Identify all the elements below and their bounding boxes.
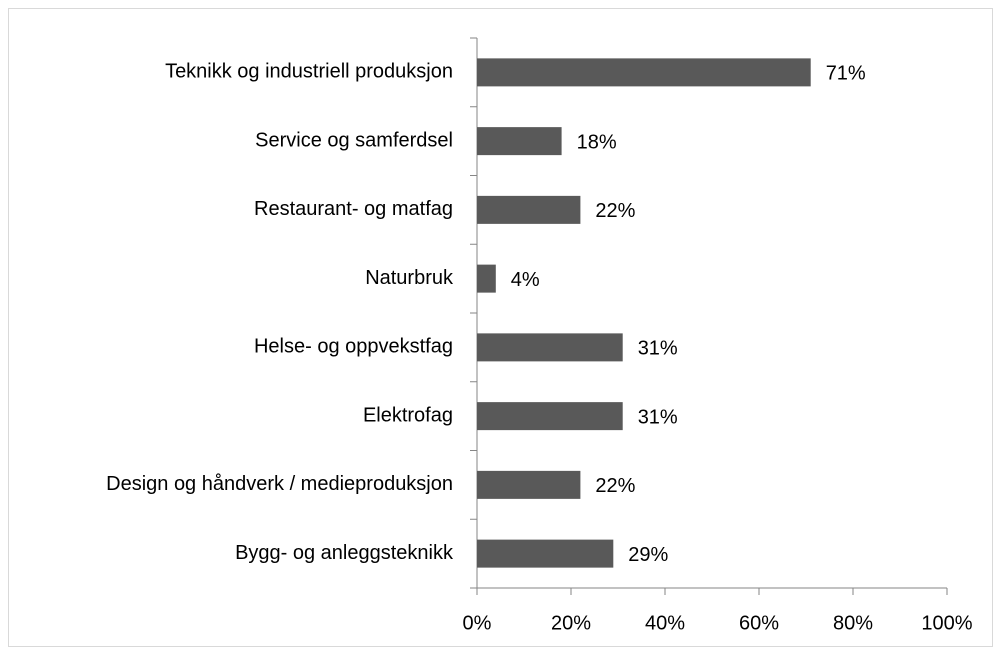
y-tick-label: Design og håndverk / medieproduksjon bbox=[106, 473, 453, 495]
y-tick-label: Service og samferdsel bbox=[255, 129, 453, 151]
x-tick-label: 100% bbox=[921, 612, 972, 634]
y-tick-label: Restaurant- og matfag bbox=[254, 198, 453, 220]
y-tick-label: Teknikk og industriell produksjon bbox=[165, 61, 453, 83]
value-label: 22% bbox=[595, 200, 635, 222]
bar bbox=[477, 333, 623, 362]
y-tick-label: Naturbruk bbox=[365, 267, 454, 289]
x-tick-label: 20% bbox=[551, 612, 591, 634]
x-tick-label: 80% bbox=[833, 612, 873, 634]
bar bbox=[477, 539, 614, 568]
bar bbox=[477, 402, 623, 431]
bar bbox=[477, 195, 581, 224]
y-tick-label: Elektrofag bbox=[363, 404, 453, 426]
bar bbox=[477, 127, 562, 156]
bar bbox=[477, 264, 496, 293]
value-label: 31% bbox=[638, 406, 678, 428]
x-tick-label: 60% bbox=[739, 612, 779, 634]
value-label: 4% bbox=[511, 269, 540, 291]
value-label: 71% bbox=[826, 63, 866, 85]
bar bbox=[477, 58, 811, 87]
y-tick-label: Helse- og oppvekstfag bbox=[254, 336, 453, 358]
bar bbox=[477, 470, 581, 499]
y-tick-label: Bygg- og anleggsteknikk bbox=[235, 542, 454, 564]
value-label: 22% bbox=[595, 475, 635, 497]
x-tick-label: 40% bbox=[645, 612, 685, 634]
value-label: 31% bbox=[638, 338, 678, 360]
value-label: 29% bbox=[628, 544, 668, 566]
x-tick-label: 0% bbox=[463, 612, 492, 634]
value-label: 18% bbox=[577, 131, 617, 153]
